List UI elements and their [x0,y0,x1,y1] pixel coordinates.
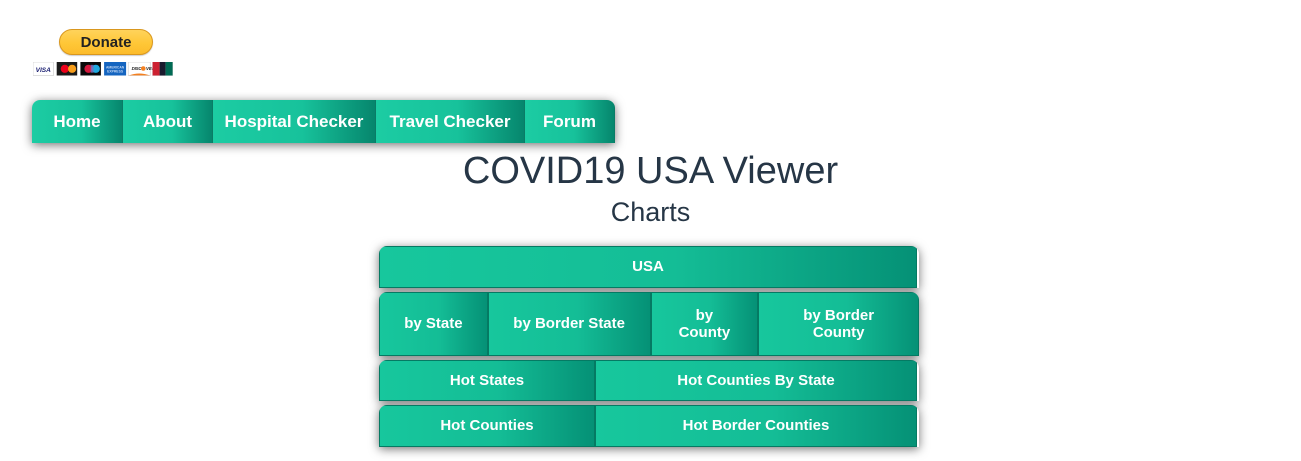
svg-text:DISC: DISC [132,66,143,71]
svg-text:VISA: VISA [36,67,51,74]
svg-text:EXPRESS: EXPRESS [107,70,124,74]
